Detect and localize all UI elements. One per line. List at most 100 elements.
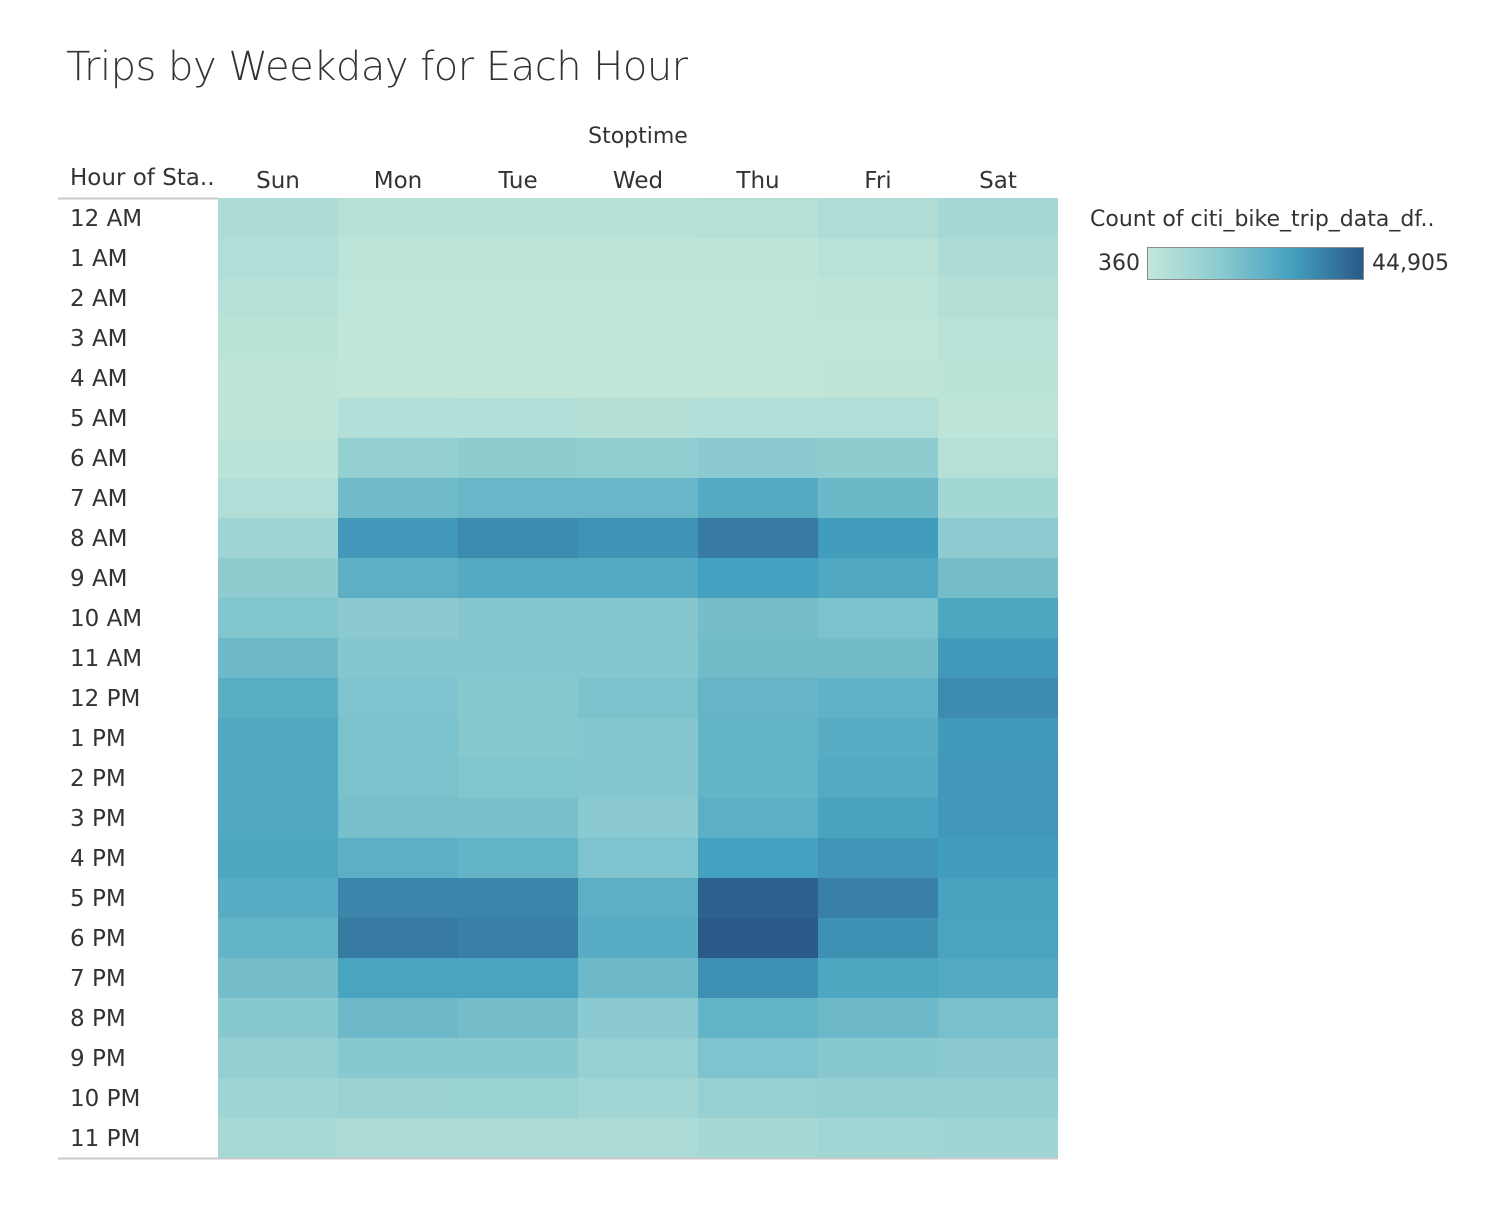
column-label-sun[interactable]: Sun <box>256 168 300 194</box>
heatmap-cell-sat-2-pm[interactable] <box>938 758 1058 798</box>
heatmap-cell-tue-9-pm[interactable] <box>458 1038 578 1078</box>
heatmap-cell-fri-5-am[interactable] <box>818 398 938 438</box>
row-label-4-am[interactable]: 4 AM <box>70 366 128 392</box>
row-label-5-pm[interactable]: 5 PM <box>70 886 126 912</box>
heatmap-cell-wed-9-pm[interactable] <box>578 1038 698 1078</box>
heatmap-cell-sun-3-pm[interactable] <box>218 798 338 838</box>
heatmap-cell-sun-10-pm[interactable] <box>218 1078 338 1118</box>
row-label-9-am[interactable]: 9 AM <box>70 566 128 592</box>
heatmap-cell-wed-1-am[interactable] <box>578 238 698 278</box>
heatmap-cell-sat-6-am[interactable] <box>938 438 1058 478</box>
row-label-5-am[interactable]: 5 AM <box>70 406 128 432</box>
heatmap-cell-sat-9-pm[interactable] <box>938 1038 1058 1078</box>
heatmap-cell-fri-2-am[interactable] <box>818 278 938 318</box>
heatmap-cell-sat-9-am[interactable] <box>938 558 1058 598</box>
heatmap-cell-mon-9-am[interactable] <box>338 558 458 598</box>
heatmap-cell-fri-8-am[interactable] <box>818 518 938 558</box>
heatmap-cell-tue-8-pm[interactable] <box>458 998 578 1038</box>
heatmap-cell-sat-12-pm[interactable] <box>938 678 1058 718</box>
row-label-10-am[interactable]: 10 AM <box>70 606 142 632</box>
heatmap-cell-tue-10-pm[interactable] <box>458 1078 578 1118</box>
heatmap-cell-tue-3-am[interactable] <box>458 318 578 358</box>
row-label-2-pm[interactable]: 2 PM <box>70 766 126 792</box>
heatmap-cell-fri-1-am[interactable] <box>818 238 938 278</box>
heatmap-cell-sun-8-am[interactable] <box>218 518 338 558</box>
heatmap-cell-fri-11-pm[interactable] <box>818 1118 938 1158</box>
column-label-fri[interactable]: Fri <box>864 168 891 194</box>
heatmap-cell-tue-7-pm[interactable] <box>458 958 578 998</box>
heatmap-cell-sun-5-pm[interactable] <box>218 878 338 918</box>
heatmap-cell-wed-7-am[interactable] <box>578 478 698 518</box>
heatmap-cell-sat-6-pm[interactable] <box>938 918 1058 958</box>
heatmap-cell-mon-12-pm[interactable] <box>338 678 458 718</box>
heatmap-cell-thu-2-pm[interactable] <box>698 758 818 798</box>
heatmap-cell-sun-6-pm[interactable] <box>218 918 338 958</box>
heatmap-cell-tue-3-pm[interactable] <box>458 798 578 838</box>
heatmap-cell-tue-5-am[interactable] <box>458 398 578 438</box>
row-label-8-am[interactable]: 8 AM <box>70 526 128 552</box>
heatmap-cell-sat-11-am[interactable] <box>938 638 1058 678</box>
heatmap-cell-fri-3-am[interactable] <box>818 318 938 358</box>
row-label-7-am[interactable]: 7 AM <box>70 486 128 512</box>
heatmap-cell-fri-7-am[interactable] <box>818 478 938 518</box>
heatmap-cell-mon-1-pm[interactable] <box>338 718 458 758</box>
heatmap-cell-sun-9-pm[interactable] <box>218 1038 338 1078</box>
heatmap-cell-wed-8-am[interactable] <box>578 518 698 558</box>
heatmap-cell-tue-4-pm[interactable] <box>458 838 578 878</box>
heatmap-cell-wed-1-pm[interactable] <box>578 718 698 758</box>
heatmap-cell-mon-11-pm[interactable] <box>338 1118 458 1158</box>
heatmap-cell-wed-9-am[interactable] <box>578 558 698 598</box>
heatmap-cell-sat-8-pm[interactable] <box>938 998 1058 1038</box>
row-label-3-pm[interactable]: 3 PM <box>70 806 126 832</box>
heatmap-cell-thu-8-pm[interactable] <box>698 998 818 1038</box>
heatmap-cell-tue-12-pm[interactable] <box>458 678 578 718</box>
heatmap-cell-sat-5-am[interactable] <box>938 398 1058 438</box>
heatmap-cell-wed-10-am[interactable] <box>578 598 698 638</box>
heatmap-cell-thu-9-am[interactable] <box>698 558 818 598</box>
heatmap-cell-fri-5-pm[interactable] <box>818 878 938 918</box>
row-label-4-pm[interactable]: 4 PM <box>70 846 126 872</box>
row-label-12-pm[interactable]: 12 PM <box>70 686 140 712</box>
heatmap-cell-sun-9-am[interactable] <box>218 558 338 598</box>
row-label-3-am[interactable]: 3 AM <box>70 326 128 352</box>
heatmap-cell-wed-5-am[interactable] <box>578 398 698 438</box>
heatmap-cell-sat-4-pm[interactable] <box>938 838 1058 878</box>
heatmap-cell-sat-8-am[interactable] <box>938 518 1058 558</box>
heatmap-cell-mon-5-am[interactable] <box>338 398 458 438</box>
heatmap-cell-sun-7-am[interactable] <box>218 478 338 518</box>
heatmap-cell-sat-11-pm[interactable] <box>938 1118 1058 1158</box>
row-label-2-am[interactable]: 2 AM <box>70 286 128 312</box>
heatmap-cell-sun-4-pm[interactable] <box>218 838 338 878</box>
row-label-6-am[interactable]: 6 AM <box>70 446 128 472</box>
heatmap-cell-sat-12-am[interactable] <box>938 198 1058 238</box>
row-label-9-pm[interactable]: 9 PM <box>70 1046 126 1072</box>
heatmap-cell-fri-10-am[interactable] <box>818 598 938 638</box>
heatmap-cell-thu-3-am[interactable] <box>698 318 818 358</box>
heatmap-cell-mon-6-pm[interactable] <box>338 918 458 958</box>
heatmap-cell-thu-12-pm[interactable] <box>698 678 818 718</box>
row-label-6-pm[interactable]: 6 PM <box>70 926 126 952</box>
heatmap-cell-sat-3-am[interactable] <box>938 318 1058 358</box>
heatmap-cell-tue-5-pm[interactable] <box>458 878 578 918</box>
heatmap-cell-mon-10-am[interactable] <box>338 598 458 638</box>
heatmap-cell-fri-9-pm[interactable] <box>818 1038 938 1078</box>
heatmap-cell-wed-12-pm[interactable] <box>578 678 698 718</box>
heatmap-cell-wed-11-pm[interactable] <box>578 1118 698 1158</box>
heatmap-cell-sun-4-am[interactable] <box>218 358 338 398</box>
heatmap-cell-wed-7-pm[interactable] <box>578 958 698 998</box>
heatmap-cell-fri-2-pm[interactable] <box>818 758 938 798</box>
heatmap-cell-mon-12-am[interactable] <box>338 198 458 238</box>
heatmap-cell-fri-1-pm[interactable] <box>818 718 938 758</box>
heatmap-cell-wed-3-am[interactable] <box>578 318 698 358</box>
row-label-10-pm[interactable]: 10 PM <box>70 1086 140 1112</box>
heatmap-cell-mon-4-pm[interactable] <box>338 838 458 878</box>
heatmap-cell-wed-6-am[interactable] <box>578 438 698 478</box>
heatmap-cell-sun-5-am[interactable] <box>218 398 338 438</box>
heatmap-cell-sun-7-pm[interactable] <box>218 958 338 998</box>
heatmap-cell-fri-12-pm[interactable] <box>818 678 938 718</box>
heatmap-cell-thu-2-am[interactable] <box>698 278 818 318</box>
heatmap-cell-tue-1-pm[interactable] <box>458 718 578 758</box>
row-label-1-am[interactable]: 1 AM <box>70 246 128 272</box>
heatmap-cell-wed-4-am[interactable] <box>578 358 698 398</box>
heatmap-cell-sun-2-pm[interactable] <box>218 758 338 798</box>
